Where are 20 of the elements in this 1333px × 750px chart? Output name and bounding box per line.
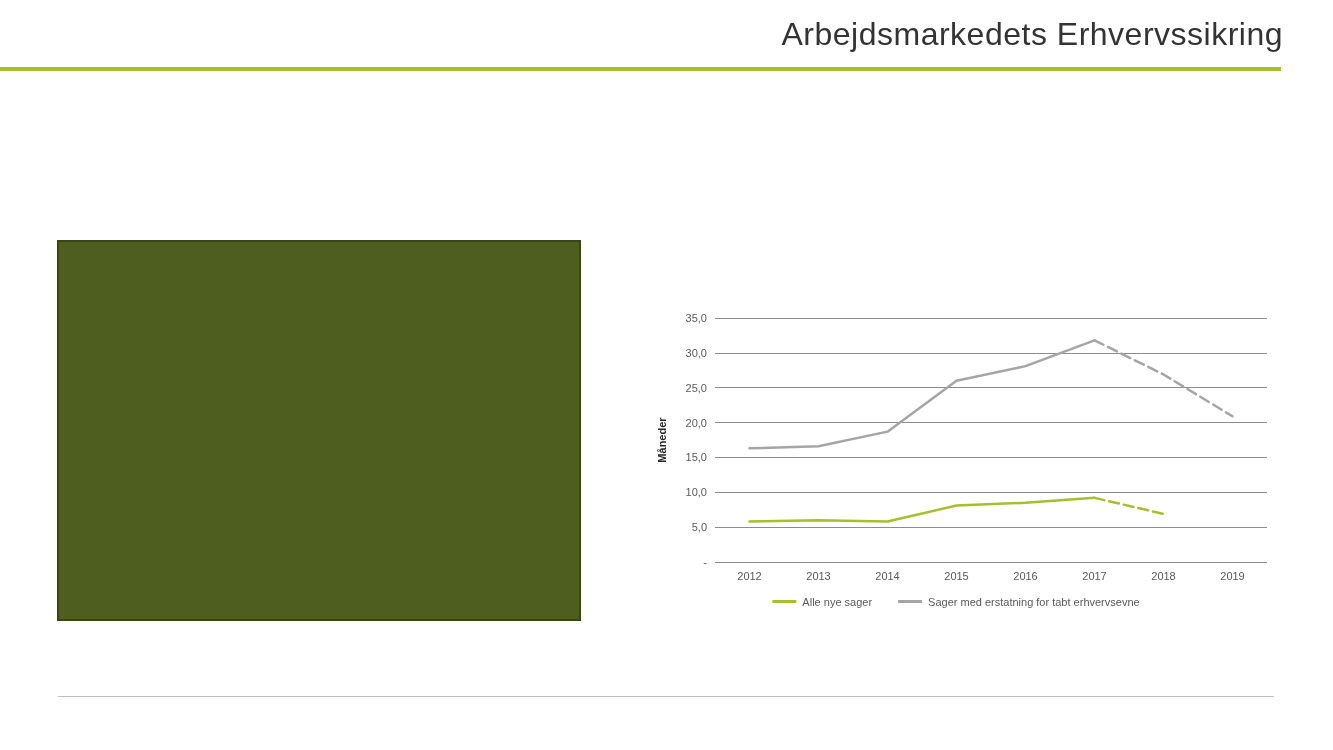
y-tick-label: 15,0 bbox=[685, 451, 707, 464]
x-tick-label: 2019 bbox=[1220, 569, 1245, 582]
x-tick-label: 2013 bbox=[806, 569, 831, 582]
x-tick-label: 2017 bbox=[1082, 569, 1107, 582]
x-tick-label: 2016 bbox=[1013, 569, 1038, 582]
x-tick-label: 2014 bbox=[875, 569, 900, 582]
y-tick-label: 20,0 bbox=[685, 416, 707, 429]
y-axis-title: Måneder bbox=[655, 416, 668, 463]
y-tick-label: 25,0 bbox=[685, 381, 707, 394]
legend-label: Alle nye sager bbox=[802, 595, 873, 608]
x-tick-label: 2018 bbox=[1151, 569, 1176, 582]
legend-label: Sager med erstatning for tabt erhvervsevne bbox=[928, 595, 1140, 608]
chart-title: Arbejdsmarkedets Erhvervssikring bbox=[781, 16, 1283, 53]
x-tick-label: 2015 bbox=[944, 569, 969, 582]
y-tick-label: 5,0 bbox=[691, 521, 707, 534]
y-tick-label: 10,0 bbox=[685, 486, 707, 499]
x-tick-label: 2012 bbox=[737, 569, 762, 582]
y-tick-label: 30,0 bbox=[685, 346, 707, 359]
y-tick-label: 35,0 bbox=[685, 312, 707, 324]
y-tick-label: - bbox=[703, 556, 708, 568]
